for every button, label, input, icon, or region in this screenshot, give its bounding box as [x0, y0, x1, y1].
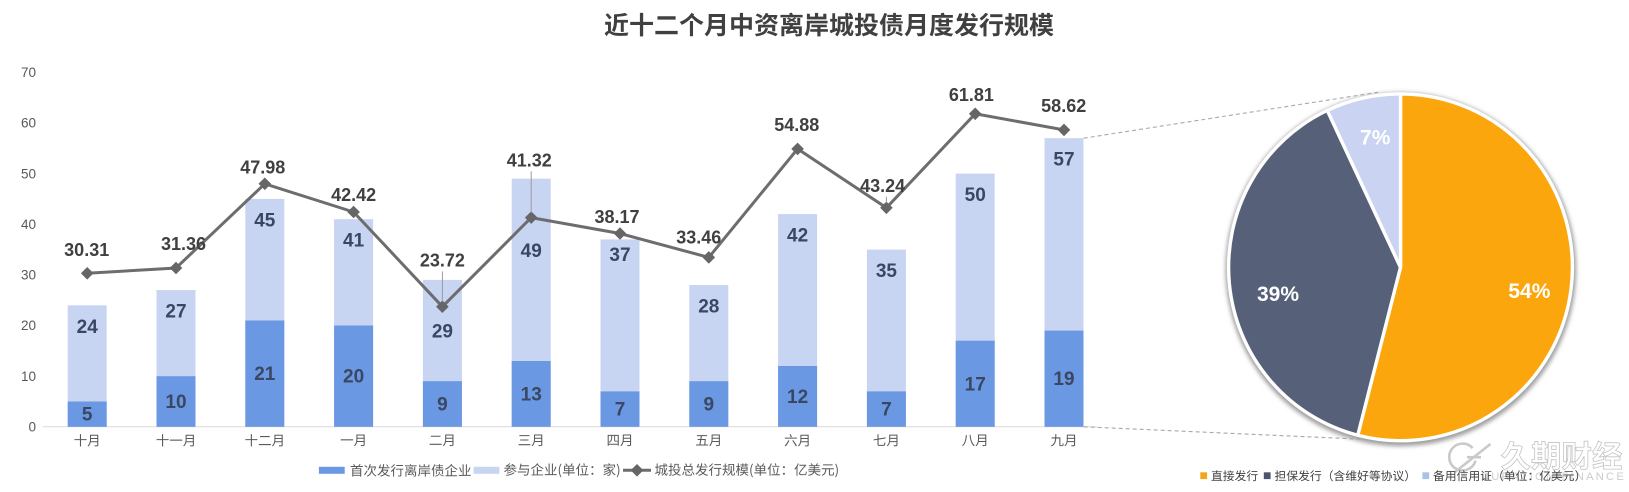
svg-text:19: 19	[1053, 369, 1074, 390]
svg-text:21: 21	[254, 364, 276, 385]
svg-text:54.88: 54.88	[774, 115, 819, 135]
svg-text:35: 35	[876, 261, 898, 282]
svg-text:27: 27	[165, 302, 186, 323]
svg-text:30.31: 30.31	[64, 240, 109, 260]
svg-text:12: 12	[787, 387, 808, 408]
svg-text:49: 49	[521, 241, 542, 262]
svg-text:57: 57	[1053, 150, 1074, 171]
svg-text:54%: 54%	[1508, 280, 1550, 303]
svg-text:24: 24	[77, 317, 99, 338]
svg-text:7: 7	[615, 400, 626, 421]
svg-text:10: 10	[165, 392, 186, 413]
svg-text:50: 50	[21, 166, 36, 181]
svg-text:23.72: 23.72	[420, 251, 465, 271]
svg-text:9: 9	[704, 395, 715, 416]
svg-text:7%: 7%	[1360, 126, 1391, 149]
svg-text:37: 37	[609, 245, 630, 266]
svg-text:47.98: 47.98	[240, 158, 285, 178]
svg-text:7: 7	[881, 400, 892, 421]
svg-text:28: 28	[698, 297, 719, 318]
svg-text:5: 5	[82, 405, 93, 426]
svg-text:17: 17	[965, 374, 986, 395]
svg-text:39%: 39%	[1257, 283, 1299, 306]
svg-text:0: 0	[28, 420, 36, 435]
svg-text:60: 60	[21, 116, 36, 131]
svg-text:41: 41	[343, 231, 365, 252]
svg-text:DURATION FINANCE: DURATION FINANCE	[1481, 471, 1626, 483]
svg-text:13: 13	[521, 384, 542, 405]
svg-text:41.32: 41.32	[507, 151, 552, 171]
svg-text:29: 29	[432, 321, 453, 342]
svg-text:42: 42	[787, 226, 808, 247]
svg-text:42.42: 42.42	[331, 185, 376, 205]
svg-text:58.62: 58.62	[1041, 96, 1086, 116]
svg-text:31.36: 31.36	[161, 234, 206, 254]
svg-text:45: 45	[254, 210, 276, 231]
svg-text:70: 70	[21, 65, 36, 80]
svg-text:43.24: 43.24	[860, 176, 905, 196]
svg-text:20: 20	[21, 318, 36, 333]
svg-text:10: 10	[21, 369, 36, 384]
svg-text:30: 30	[21, 268, 36, 283]
svg-text:61.81: 61.81	[949, 85, 994, 105]
svg-text:40: 40	[21, 217, 36, 232]
svg-text:20: 20	[343, 367, 364, 388]
svg-text:9: 9	[437, 395, 448, 416]
svg-text:50: 50	[965, 185, 986, 206]
svg-text:33.46: 33.46	[676, 228, 721, 248]
svg-text:38.17: 38.17	[594, 207, 639, 227]
